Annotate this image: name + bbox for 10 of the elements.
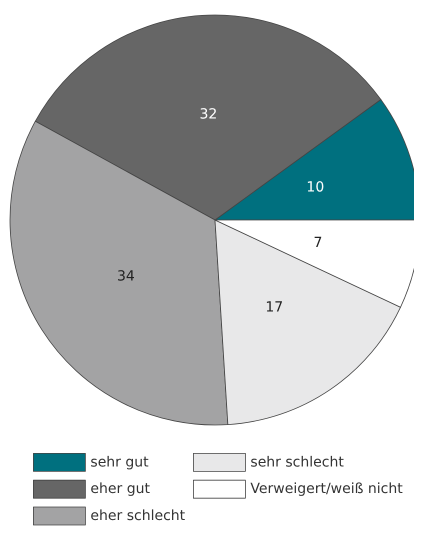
- data-label: 34: [117, 268, 135, 285]
- data-label: 10: [306, 179, 324, 196]
- legend-label: Verweigert/weiß nicht: [250, 481, 404, 498]
- data-label: 7: [314, 235, 322, 252]
- data-label: 32: [199, 106, 218, 123]
- data-label: 17: [265, 299, 284, 316]
- legend-label: eher gut: [90, 481, 150, 498]
- legend-label: sehr schlecht: [250, 454, 344, 470]
- legend-label: sehr gut: [90, 454, 150, 470]
- legend-label: eher schlecht: [90, 508, 186, 524]
